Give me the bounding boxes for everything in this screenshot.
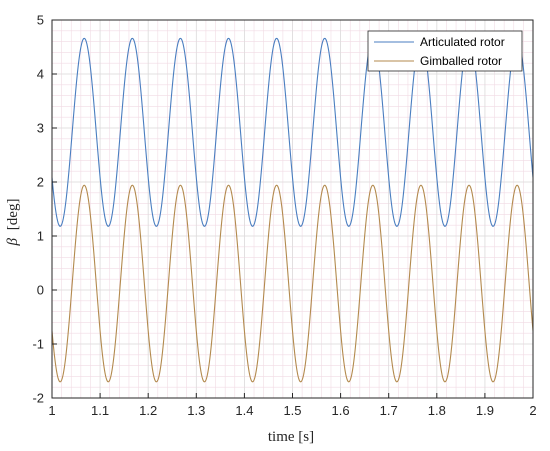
- x-tick-label: 1.5: [283, 403, 301, 418]
- y-axis-label-unit: [deg]: [5, 199, 21, 231]
- y-tick-label: 1: [37, 229, 44, 244]
- legend: Articulated rotor Gimballed rotor: [367, 30, 523, 72]
- y-tick-label: 0: [37, 283, 44, 298]
- y-axis-label-symbol: β: [5, 237, 21, 246]
- x-tick-label: 1.6: [332, 403, 350, 418]
- y-tick-label: 5: [37, 13, 44, 28]
- y-axis-label: β [deg]: [5, 199, 21, 247]
- y-tick-label: 4: [37, 67, 44, 82]
- svg-text:β [deg]: β [deg]: [5, 199, 21, 247]
- x-axis-ticks: 1 1.1 1.2 1.3 1.4 1.5 1.6 1.7 1.8 1.9 2: [48, 393, 537, 418]
- y-tick-label: -2: [32, 391, 44, 406]
- x-tick-label: 1.4: [235, 403, 253, 418]
- x-tick-label: 1.2: [139, 403, 157, 418]
- series-line-articulated-rotor: [51, 37, 534, 227]
- x-tick-label: 2: [529, 403, 536, 418]
- series-layer: [51, 37, 534, 383]
- x-tick-label: 1: [48, 403, 55, 418]
- y-tick-label: 3: [37, 121, 44, 136]
- y-axis-ticks: -2 -1 0 1 2 3 4 5: [32, 13, 57, 406]
- x-tick-label: 1.1: [91, 403, 109, 418]
- y-tick-label: -1: [32, 337, 44, 352]
- x-tick-label: 1.9: [476, 403, 494, 418]
- x-tick-label: 1.7: [380, 403, 398, 418]
- x-tick-label: 1.8: [428, 403, 446, 418]
- x-axis-label: time [s]: [268, 429, 314, 445]
- x-tick-label: 1.3: [187, 403, 205, 418]
- y-tick-label: 2: [37, 175, 44, 190]
- legend-box: [367, 30, 523, 72]
- legend-label-gimballed-rotor: Gimballed rotor: [420, 54, 502, 68]
- legend-label-articulated-rotor: Articulated rotor: [420, 35, 505, 49]
- series-line-gimballed-rotor: [51, 184, 534, 383]
